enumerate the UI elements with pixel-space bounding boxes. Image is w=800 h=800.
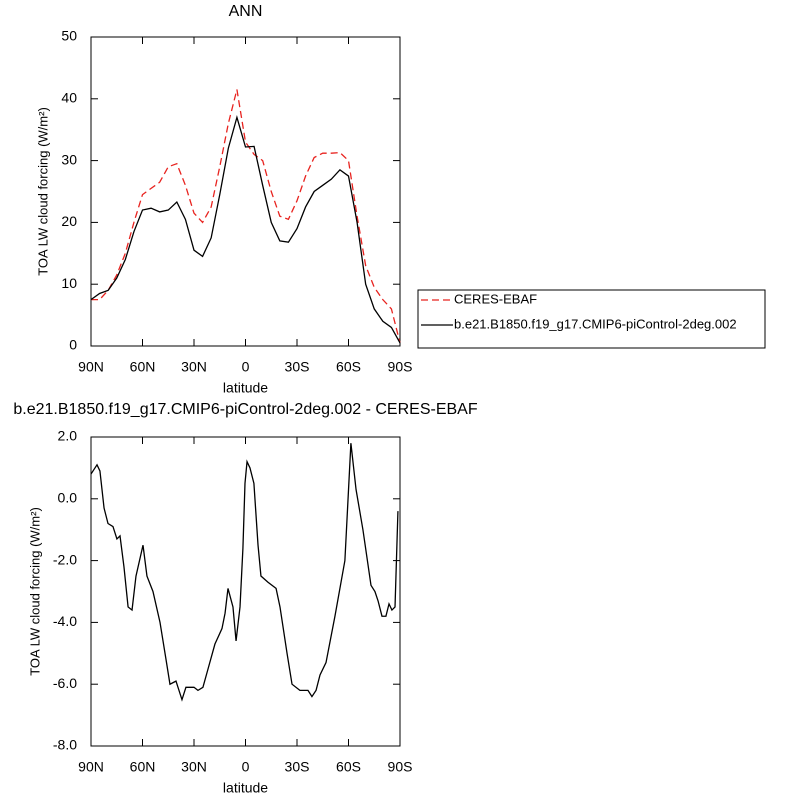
data-line (90, 114, 401, 344)
x-tick-label: 30N (181, 359, 207, 375)
x-tick-label: 60S (336, 759, 361, 775)
legend-label: CERES-EBAF (454, 291, 537, 306)
y-axis-label: TOA LW cloud forcing (W/m²) (35, 107, 50, 276)
y-axis-label: TOA LW cloud forcing (W/m²) (27, 507, 42, 676)
x-tick-label: 60N (130, 759, 156, 775)
y-tick-label: -4.0 (53, 613, 77, 629)
x-axis-label: latitude (223, 780, 268, 796)
x-tick-label: 90S (388, 359, 413, 375)
chart-title: b.e21.B1850.f19_g17.CMIP6-piControl-2deg… (13, 401, 477, 418)
x-tick-label: 90S (388, 759, 413, 775)
data-line (90, 443, 399, 702)
legend-box (417, 289, 766, 349)
data-line (91, 89, 401, 344)
x-tick-label: 0 (242, 759, 250, 775)
y-tick-label: -6.0 (53, 675, 77, 691)
x-tick-label: 90N (78, 759, 104, 775)
legend-label: b.e21.B1850.f19_g17.CMIP6-piControl-2deg… (454, 316, 737, 331)
x-tick-label: 60N (130, 359, 156, 375)
y-tick-label: 30 (61, 151, 77, 167)
y-tick-label: 20 (61, 213, 77, 229)
x-tick-label: 30S (285, 359, 310, 375)
y-tick-label: 0.0 (58, 490, 78, 506)
x-tick-label: 90N (78, 359, 104, 375)
x-tick-label: 30N (181, 759, 207, 775)
y-tick-label: 0 (69, 337, 77, 353)
x-tick-label: 30S (285, 759, 310, 775)
chart-title: ANN (229, 3, 263, 20)
x-tick-label: 60S (336, 359, 361, 375)
y-tick-label: 40 (61, 90, 77, 106)
x-axis-label: latitude (223, 380, 268, 396)
plot-frame (90, 36, 401, 347)
x-tick-label: 0 (242, 359, 250, 375)
y-tick-label: 2.0 (58, 428, 78, 444)
y-tick-label: 50 (61, 28, 77, 44)
y-tick-label: -2.0 (53, 551, 77, 567)
y-tick-label: 10 (61, 275, 77, 291)
y-tick-label: -8.0 (53, 737, 77, 753)
